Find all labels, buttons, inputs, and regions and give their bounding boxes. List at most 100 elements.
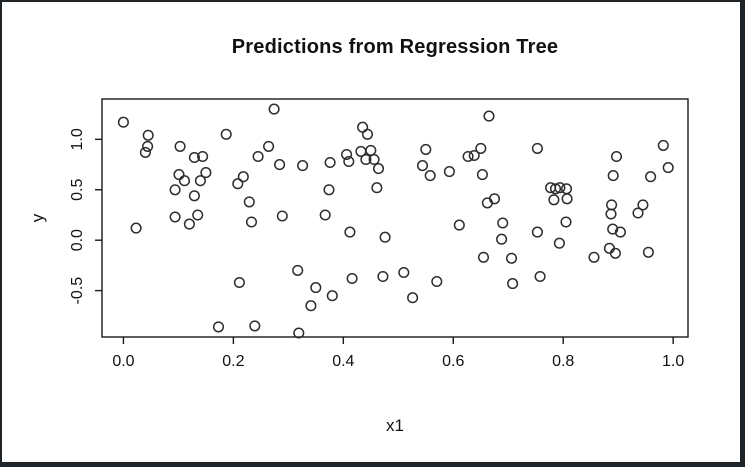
- data-point-marker: [371, 182, 383, 194]
- y-tick-label: 1.0: [69, 128, 86, 150]
- data-point-marker: [212, 321, 225, 333]
- data-point-marker: [462, 150, 474, 163]
- data-point-marker: [192, 209, 204, 221]
- data-point-marker: [606, 199, 618, 211]
- data-point-marker: [605, 208, 617, 220]
- data-point-marker: [169, 211, 181, 223]
- data-point-marker: [245, 216, 258, 228]
- data-point-marker: [188, 151, 200, 164]
- x-tick-label: 0.2: [222, 353, 244, 370]
- data-point-marker: [249, 320, 261, 332]
- data-point-marker: [357, 121, 369, 133]
- data-point-marker: [237, 171, 249, 183]
- data-point-marker: [323, 184, 335, 196]
- data-point-marker: [609, 247, 621, 259]
- data-point-marker: [169, 184, 181, 196]
- data-point-marker: [610, 150, 623, 163]
- x-tick-label: 0.8: [552, 353, 574, 370]
- data-point-marker: [326, 290, 338, 302]
- x-axis-label: x1: [386, 416, 404, 435]
- data-point-marker: [637, 199, 649, 211]
- data-point-marker: [297, 160, 309, 172]
- data-point-marker: [343, 155, 355, 168]
- data-point-marker: [365, 144, 377, 156]
- data-point-marker: [505, 252, 518, 264]
- y-tick-label: 0.5: [69, 179, 86, 201]
- data-point-marker: [252, 150, 264, 163]
- data-point-marker: [173, 169, 185, 181]
- data-point-marker: [142, 129, 154, 141]
- data-point-marker: [344, 226, 356, 238]
- data-point-marker: [139, 146, 151, 158]
- data-point-marker: [276, 210, 288, 222]
- data-point-marker: [475, 142, 487, 154]
- data-point-marker: [588, 251, 600, 263]
- y-tick-label: -0.5: [69, 277, 86, 305]
- data-point-marker: [554, 182, 566, 194]
- data-point-marker: [483, 110, 495, 122]
- data-point-marker: [368, 153, 380, 166]
- data-point-marker: [360, 153, 372, 166]
- data-point-marker: [468, 149, 480, 162]
- data-point-marker: [268, 103, 280, 115]
- data-point-marker: [657, 139, 669, 151]
- x-tick-label: 0.4: [332, 353, 354, 370]
- data-point-marker: [507, 278, 519, 290]
- data-point-marker: [398, 266, 410, 279]
- data-point-marker: [531, 226, 543, 238]
- y-tick-label: 0.0: [69, 229, 86, 251]
- data-point-marker: [341, 148, 353, 161]
- data-point-marker: [324, 156, 336, 169]
- plot-border: [101, 98, 689, 338]
- data-point-marker: [293, 327, 305, 339]
- data-point-marker: [243, 196, 255, 208]
- data-point-marker: [560, 216, 572, 228]
- data-point-marker: [531, 142, 543, 154]
- data-point-marker: [183, 218, 195, 230]
- data-point-marker: [233, 276, 245, 289]
- data-point-marker: [553, 237, 565, 249]
- data-point-marker: [496, 233, 508, 245]
- data-point-marker: [142, 140, 154, 152]
- data-point-marker: [488, 193, 501, 205]
- data-point-marker: [194, 175, 206, 187]
- data-point-marker: [603, 242, 615, 254]
- data-point-marker: [117, 116, 129, 128]
- data-point-marker: [305, 300, 317, 312]
- data-point-marker: [372, 163, 385, 175]
- data-point-marker: [220, 128, 232, 140]
- data-point-marker: [407, 292, 419, 304]
- data-point-marker: [130, 222, 142, 234]
- data-point-marker: [534, 270, 546, 283]
- data-point-marker: [561, 193, 573, 205]
- data-point-marker: [377, 270, 389, 283]
- y-axis-label: y: [28, 213, 47, 223]
- data-point-marker: [188, 190, 200, 202]
- data-point-marker: [632, 207, 644, 219]
- data-point-marker: [420, 143, 432, 155]
- data-point-marker: [443, 166, 455, 178]
- scatter-plot: 0.0 0.2 0.4 0.6 0.8 1.0 -0.5 0.0 0.5 1.0: [69, 98, 689, 370]
- data-point-marker: [379, 231, 391, 243]
- data-point-marker: [197, 150, 209, 163]
- data-point-marker: [178, 175, 191, 187]
- data-point-marker: [560, 183, 573, 195]
- data-point-marker: [424, 170, 436, 182]
- data-point-marker: [642, 246, 654, 258]
- data-point-marker: [200, 167, 212, 179]
- data-point-marker: [662, 162, 674, 174]
- data-point-marker: [232, 178, 244, 190]
- data-point-marker: [607, 170, 619, 182]
- data-point-marker: [645, 171, 657, 183]
- data-point-marker: [614, 226, 626, 238]
- data-point-marker: [431, 275, 443, 288]
- x-tick-label: 0.0: [112, 353, 134, 370]
- plot-panel: Predictions from Regression Tree 0.0 0.2 0…: [2, 2, 740, 462]
- chart-title: Predictions from Regression Tree: [231, 36, 559, 58]
- data-point-marker: [549, 183, 562, 195]
- x-tick-label: 0.6: [442, 353, 464, 370]
- data-point-marker: [292, 264, 304, 276]
- data-point-marker: [453, 219, 465, 231]
- data-point-marker: [263, 140, 275, 152]
